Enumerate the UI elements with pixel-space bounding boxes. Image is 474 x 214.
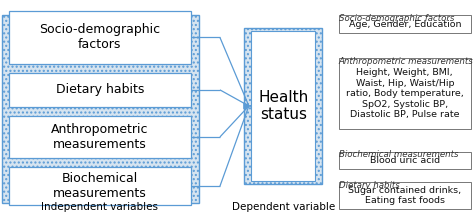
Text: Socio-demographic
factors: Socio-demographic factors (39, 24, 160, 51)
Bar (339, 182, 471, 209)
Text: Independent variables: Independent variables (41, 202, 158, 212)
Bar (9, 116, 191, 158)
Bar (2, 15, 199, 203)
Bar (9, 73, 191, 107)
Text: Sugar contained drinks,
Eating fast foods: Sugar contained drinks, Eating fast food… (348, 186, 461, 205)
Text: Biochemical measurements: Biochemical measurements (339, 150, 458, 159)
Text: Health
status: Health status (258, 90, 309, 122)
Text: Blood uric acid: Blood uric acid (370, 156, 440, 165)
Bar (339, 58, 471, 129)
Text: Dietary habits: Dietary habits (55, 83, 144, 96)
Bar (9, 167, 191, 205)
Text: Anthropometric
measurements: Anthropometric measurements (51, 123, 148, 151)
Text: Dependent variable: Dependent variable (232, 202, 335, 212)
Bar (339, 15, 471, 33)
Bar (244, 28, 322, 184)
Text: Age, Gender, Education: Age, Gender, Education (348, 19, 461, 29)
Text: Anthropometric measurements: Anthropometric measurements (339, 57, 474, 66)
Text: Biochemical
measurements: Biochemical measurements (53, 172, 146, 200)
Text: Socio-demographic factors: Socio-demographic factors (339, 14, 454, 23)
Text: Dietary habits: Dietary habits (339, 181, 400, 190)
Bar (251, 31, 315, 181)
Bar (339, 152, 471, 169)
Text: Height, Weight, BMI,
Waist, Hip, Waist/Hip
ratio, Body temperature,
SpO2, Systol: Height, Weight, BMI, Waist, Hip, Waist/H… (346, 68, 464, 119)
Bar (9, 11, 191, 64)
